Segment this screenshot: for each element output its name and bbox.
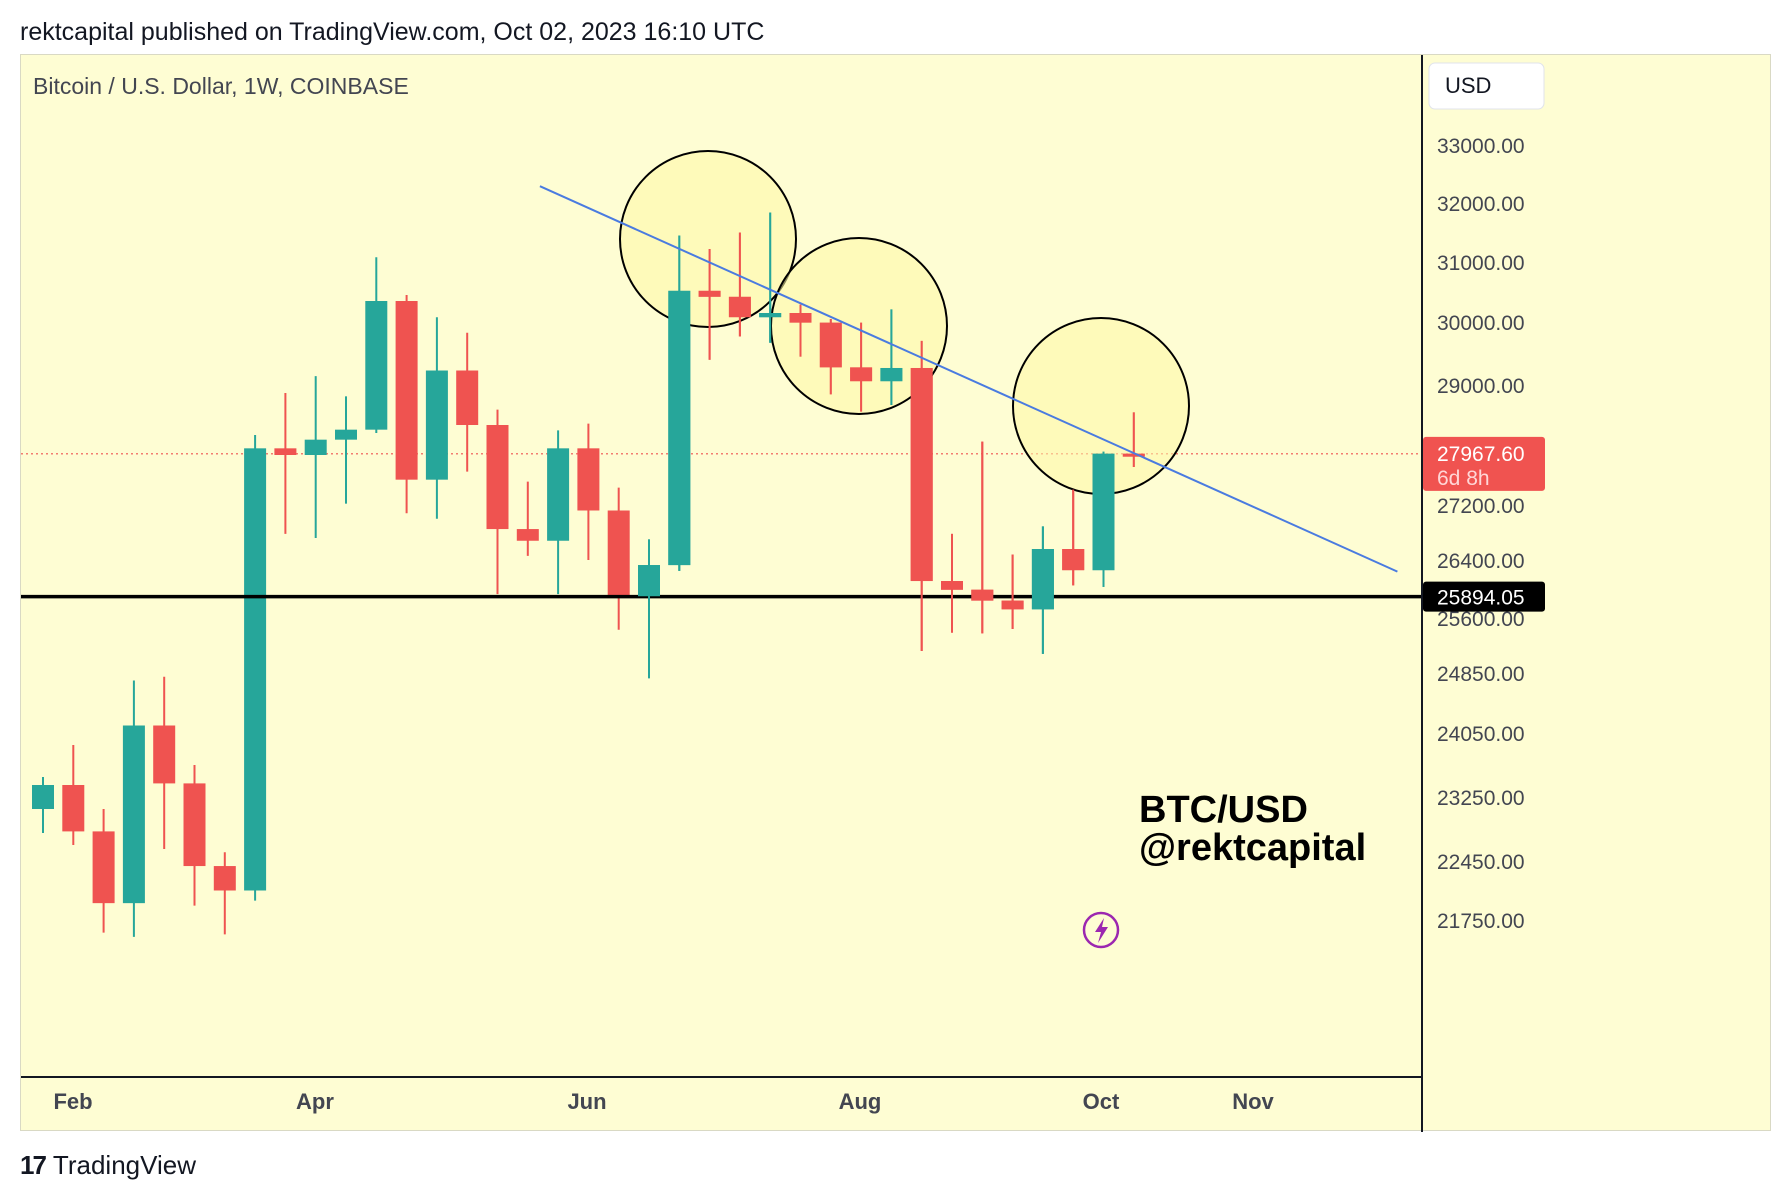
- price-tick-label: 24050.00: [1437, 723, 1525, 746]
- candle-body: [759, 313, 782, 318]
- candle-body: [607, 510, 630, 597]
- current-price-tag: [1423, 436, 1545, 491]
- price-tick-label: 23250.00: [1437, 787, 1525, 810]
- candle-body: [335, 429, 357, 440]
- support-price-tag: [1423, 581, 1545, 612]
- price-tick-label: 27200.00: [1437, 495, 1525, 518]
- current-price-countdown: 6d 8h: [1437, 467, 1490, 490]
- currency-button[interactable]: USD: [1428, 62, 1545, 110]
- price-tick-label: 30000.00: [1437, 312, 1525, 335]
- candle-body: [62, 785, 85, 832]
- candle-body: [516, 529, 539, 541]
- candle-body: [122, 725, 145, 904]
- price-tick-label: 21750.00: [1437, 910, 1525, 933]
- time-axis-label: Nov: [1232, 1089, 1274, 1114]
- tradingview-brand: TradingView: [52, 1150, 196, 1180]
- symbol-legend: Bitcoin / U.S. Dollar, 1W, COINBASE: [33, 73, 409, 99]
- candle-body: [153, 725, 176, 784]
- candle-body: [1122, 453, 1145, 457]
- support-price-value: 25894.05: [1437, 587, 1525, 610]
- candle-body: [789, 313, 812, 323]
- price-tick-label: 33000.00: [1437, 135, 1525, 158]
- candle-body: [92, 831, 115, 904]
- candle-body: [728, 296, 751, 318]
- tradingview-logo-icon: 17: [20, 1150, 47, 1180]
- price-tick-label: 26400.00: [1437, 550, 1525, 573]
- candlestick-chart[interactable]: Bitcoin / U.S. Dollar, 1W, COINBASE USD …: [21, 55, 1772, 1132]
- current-price-value: 27967.60: [1437, 443, 1525, 466]
- watermark-pair: BTC/USD: [1139, 789, 1308, 831]
- chart-panel[interactable]: Bitcoin / U.S. Dollar, 1W, COINBASE USD …: [20, 54, 1772, 1132]
- price-tick-label: 22450.00: [1437, 851, 1525, 874]
- candle-body: [183, 783, 206, 867]
- price-tick-label: 31000.00: [1437, 252, 1525, 275]
- candle-body: [941, 581, 963, 590]
- descending-trendline: [539, 185, 1398, 573]
- time-axis-label: Oct: [1083, 1089, 1120, 1114]
- tradingview-logo[interactable]: 17 TradingView: [20, 1150, 196, 1181]
- currency-label: USD: [1445, 73, 1491, 98]
- candle-body: [395, 301, 418, 480]
- candle-body: [32, 785, 54, 809]
- candle-body: [1031, 549, 1054, 610]
- candle-body: [819, 322, 842, 368]
- candle-body: [213, 866, 236, 891]
- candle-body: [365, 301, 388, 430]
- candle-body: [456, 370, 479, 425]
- candle-body: [880, 367, 903, 382]
- candle-body: [425, 370, 448, 480]
- time-axis-label: Feb: [53, 1089, 92, 1114]
- watermark-author: @rektcapital: [1139, 827, 1366, 869]
- candle-body: [850, 367, 873, 382]
- candle-body: [668, 290, 691, 566]
- published-header: rektcapital published on TradingView.com…: [20, 18, 765, 46]
- price-tick-label: 25600.00: [1437, 608, 1525, 631]
- candle-body: [547, 448, 570, 541]
- candle-body: [304, 439, 327, 455]
- price-tick-label: 29000.00: [1437, 375, 1525, 398]
- candle-body: [244, 448, 267, 891]
- time-axis-label: Apr: [296, 1089, 334, 1114]
- candle-body: [971, 589, 994, 601]
- highlight-circle: [619, 150, 797, 328]
- candle-body: [1001, 600, 1024, 610]
- candle-body: [910, 367, 933, 582]
- candle-body: [1092, 453, 1115, 571]
- candle-body: [274, 448, 297, 455]
- price-tick-label: 24850.00: [1437, 663, 1525, 686]
- candle-body: [698, 290, 721, 297]
- candle-body: [638, 565, 660, 597]
- price-tick-label: 32000.00: [1437, 193, 1525, 216]
- time-axis-label: Jun: [567, 1089, 606, 1114]
- time-axis-label: Aug: [839, 1089, 882, 1114]
- lightning-icon[interactable]: [1082, 911, 1120, 949]
- candle-body: [577, 448, 600, 511]
- candle-body: [486, 425, 509, 530]
- candle-body: [1062, 549, 1085, 571]
